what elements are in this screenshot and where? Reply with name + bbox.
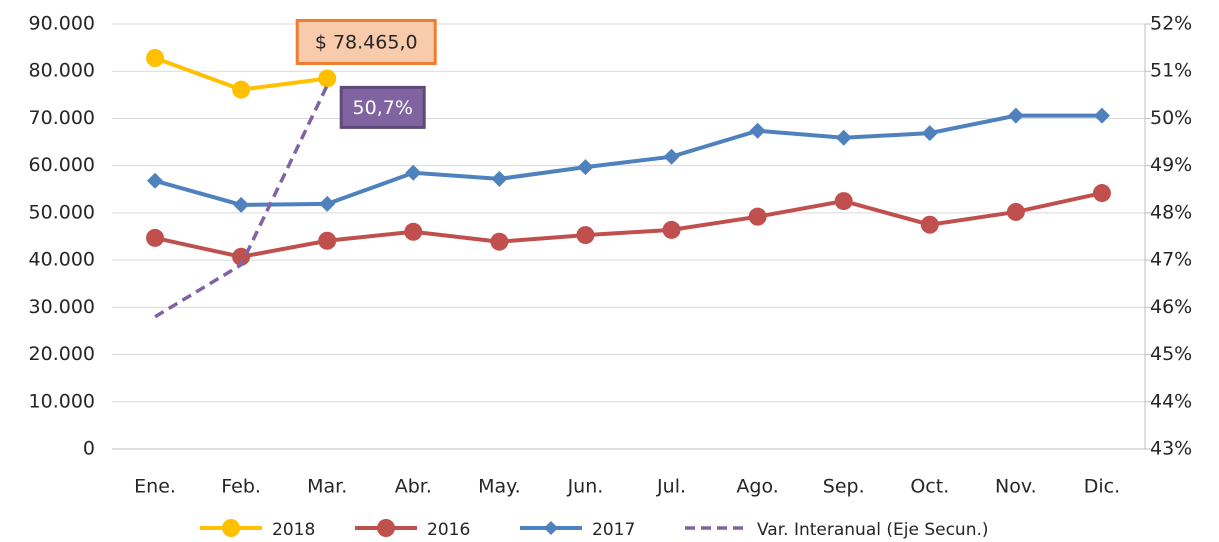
x-tick-label: May. <box>478 476 521 498</box>
point <box>404 222 423 241</box>
point <box>749 122 766 139</box>
y2-tick-label: 51% <box>1150 60 1192 82</box>
y2-tick-label: 52% <box>1150 13 1192 35</box>
x-tick-label: Oct. <box>910 476 949 498</box>
y-tick-label: 90.000 <box>29 13 95 35</box>
point <box>1007 107 1024 124</box>
x-tick-label: Nov. <box>995 476 1037 498</box>
data-label-box <box>295 18 437 65</box>
x-tick-label: Ene. <box>134 476 176 498</box>
data-label-box <box>339 85 426 129</box>
point <box>920 215 939 234</box>
point <box>405 164 422 181</box>
point <box>1092 184 1111 203</box>
point <box>233 196 250 213</box>
line <box>154 84 329 319</box>
point <box>921 125 938 142</box>
point <box>835 129 852 146</box>
y-tick-label: 50.000 <box>29 201 95 223</box>
point <box>663 148 680 165</box>
point <box>576 226 595 245</box>
legend-marker <box>377 519 395 537</box>
legend-item: 2016 <box>355 519 470 540</box>
y-tick-label: 60.000 <box>29 154 95 176</box>
legend-label: 2016 <box>427 520 470 540</box>
data-label: $ 78.465,0 <box>315 31 418 53</box>
y-tick-label: 30.000 <box>29 296 95 318</box>
point <box>1006 202 1025 221</box>
x-tick-label: Abr. <box>395 476 432 498</box>
y-tick-label: 20.000 <box>29 343 95 365</box>
legend-label: 2017 <box>592 520 635 540</box>
point <box>318 231 337 250</box>
legend-item: 2018 <box>200 519 315 540</box>
legend-item: 2017 <box>520 520 635 540</box>
point <box>318 69 337 88</box>
data-label: 50,7% <box>353 97 413 119</box>
point <box>319 195 336 212</box>
x-tick-label: Jun. <box>567 476 604 498</box>
x-tick-label: Dic. <box>1084 476 1120 498</box>
y-tick-label: 0 <box>83 438 95 460</box>
series <box>147 107 1110 213</box>
point <box>490 232 509 251</box>
y-tick-label: 40.000 <box>29 249 95 271</box>
point <box>748 207 767 226</box>
y2-tick-label: 46% <box>1150 296 1192 318</box>
point <box>146 228 165 247</box>
y2-tick-label: 44% <box>1150 390 1192 412</box>
legend-label: 2018 <box>272 520 315 540</box>
legend-label: Var. Interanual (Eje Secun.) <box>757 520 989 540</box>
y-tick-label: 80.000 <box>29 60 95 82</box>
point <box>491 170 508 187</box>
x-tick-label: Mar. <box>307 476 347 498</box>
point <box>147 172 164 189</box>
legend-marker <box>222 519 240 537</box>
y2-tick-label: 50% <box>1150 107 1192 129</box>
point <box>1093 107 1110 124</box>
series <box>146 184 1111 266</box>
point <box>232 80 251 99</box>
y2-tick-label: 48% <box>1150 201 1192 223</box>
x-tick-label: Jul. <box>656 476 686 498</box>
legend-item: Var. Interanual (Eje Secun.) <box>685 520 989 540</box>
y2-tick-label: 47% <box>1150 249 1192 271</box>
x-tick-label: Feb. <box>221 476 261 498</box>
x-tick-label: Sep. <box>823 476 865 498</box>
line <box>154 191 1103 259</box>
y2-tick-label: 43% <box>1150 438 1192 460</box>
point <box>662 220 681 239</box>
point <box>146 49 165 67</box>
y2-tick-label: 45% <box>1150 343 1192 365</box>
legend-marker <box>544 521 558 535</box>
y-tick-label: 10.000 <box>29 390 95 412</box>
point <box>834 192 853 211</box>
y-tick-label: 70.000 <box>29 107 95 129</box>
series: $ 78.465,0 <box>146 18 437 99</box>
x-tick-label: Ago. <box>736 476 778 498</box>
series: 50,7% <box>154 84 426 319</box>
y2-tick-label: 49% <box>1150 154 1192 176</box>
line <box>154 113 1102 207</box>
point <box>577 159 594 176</box>
